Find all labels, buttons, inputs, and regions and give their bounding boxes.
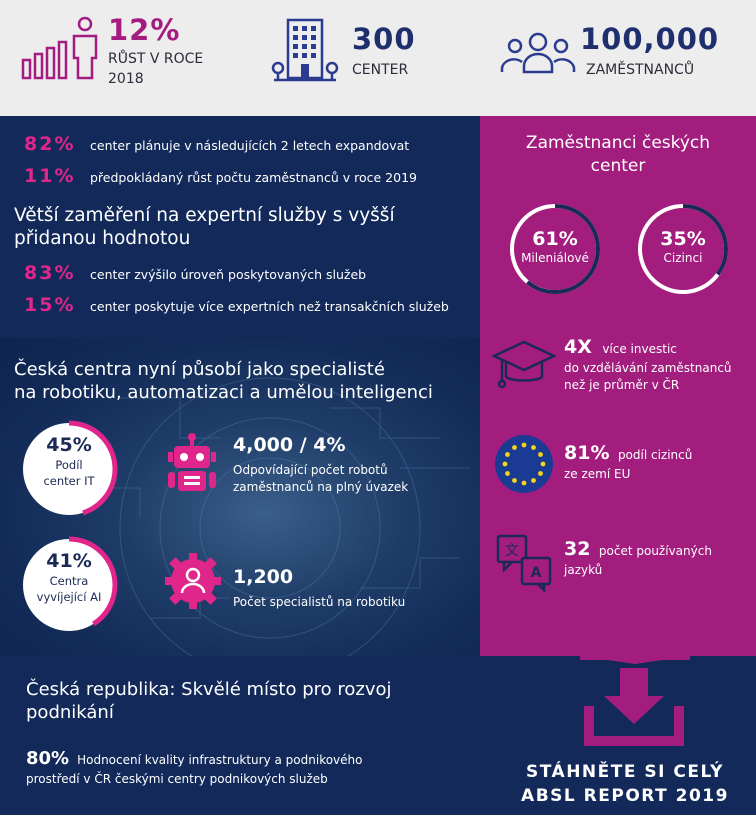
expert-title: Větší zaměření na expertní služby s vyšš… <box>14 205 395 249</box>
growth-label: RŮST V ROCE <box>108 51 204 67</box>
ring-progress-arc <box>638 204 728 294</box>
eu-star <box>538 452 543 457</box>
specialists-stat: 1,200 Počet specialistů na robotiku <box>233 566 406 609</box>
svg-text:文: 文 <box>505 543 519 559</box>
it-centers-ring-label: 45% Podíl center IT <box>43 434 95 488</box>
millennials-ring-label: 61% Mileniálové <box>521 228 589 265</box>
eu-star <box>505 471 510 476</box>
list-item: 83% center zvýšilo úroveň poskytovaných … <box>24 262 366 284</box>
panel-notch <box>480 656 756 676</box>
ai-centers-ring-label: 41% Centra vyvíjející AI <box>36 550 102 604</box>
eu-flag-icon <box>495 435 553 493</box>
expert-pct-2: 15% <box>24 294 76 316</box>
investment-stat: 4X více investic do vzdělávání zaměstnan… <box>564 336 732 392</box>
svg-text:A: A <box>531 565 542 581</box>
robots-stat: 4,000 / 4% Odpovídající počet robotů zam… <box>233 434 409 494</box>
circuit-background-icon <box>100 377 470 656</box>
expansion-pct-1: 82% <box>24 133 76 155</box>
eu-star <box>512 478 517 483</box>
eu-star <box>538 471 543 476</box>
translation-icon: 文 A <box>496 534 552 592</box>
eu-star <box>512 445 517 450</box>
foreigners-ring <box>638 204 728 294</box>
business-section: Česká republika: Skvělé místo pro rozvoj… <box>0 656 756 815</box>
list-item: 15% center poskytuje více expertních než… <box>24 294 449 316</box>
expansion-section: 82% center plánuje v následujících 2 let… <box>0 116 480 338</box>
office-building-icon <box>271 18 339 82</box>
employees-panel: Zaměstnanci českých center 61% Mileniálo… <box>480 116 756 656</box>
expansion-text-2: předpokládaný růst počtu zaměstnanců v r… <box>90 170 417 185</box>
employees-label: ZAMĚSTNANCŮ <box>586 62 695 78</box>
robotics-title: Česká centra nyní působí jako specialist… <box>14 359 433 403</box>
ring-progress-arc <box>20 536 118 634</box>
ai-centers-ring <box>20 536 118 634</box>
list-item: 82% center plánuje v následujících 2 let… <box>24 133 409 155</box>
specialist-gear-icon <box>165 553 221 609</box>
centers-label: CENTER <box>352 62 409 78</box>
eu-star <box>540 461 546 467</box>
top-stats-bar: 12% RŮST V ROCE 2018 300 CENTER <box>0 0 756 116</box>
graduation-cap-icon <box>492 340 556 389</box>
eu-star <box>521 442 527 448</box>
business-title: Česká republika: Skvělé místo pro rozvoj… <box>26 679 392 723</box>
foreigners-ring-label: 35% Cizinci <box>660 228 706 265</box>
list-item: 11% předpokládaný růst počtu zaměstnanců… <box>24 165 417 187</box>
expert-text-1: center zvýšilo úroveň poskytovaných služ… <box>90 267 367 282</box>
expansion-pct-2: 11% <box>24 165 76 187</box>
employees-panel-title: Zaměstnanci českých center <box>525 133 711 176</box>
download-icon[interactable] <box>580 656 690 750</box>
millennials-ring <box>510 204 600 294</box>
expansion-text-1: center plánuje v následujících 2 letech … <box>90 138 410 153</box>
eu-foreigners-stat: 81% podíl cizinců ze zemí EU <box>564 442 693 481</box>
growth-person-icon <box>21 16 98 80</box>
robotics-section: Česká centra nyní působí jako specialist… <box>0 338 480 656</box>
expert-pct-1: 83% <box>24 262 76 284</box>
growth-year: 2018 <box>108 71 144 87</box>
eu-star <box>521 480 527 486</box>
ring-progress-arc <box>510 204 600 294</box>
expert-text-2: center poskytuje více expertních než tra… <box>90 299 449 314</box>
people-group-icon <box>500 32 576 74</box>
eu-star <box>505 452 510 457</box>
it-centers-ring <box>20 420 118 518</box>
business-pct: 80% <box>26 748 70 769</box>
robot-icon <box>168 433 216 491</box>
eu-star <box>531 445 536 450</box>
ring-progress-arc <box>20 420 118 518</box>
centers-value: 300 <box>352 22 416 56</box>
eu-star <box>531 478 536 483</box>
eu-star <box>502 461 508 467</box>
employees-value: 100,000 <box>580 22 720 56</box>
download-report-button[interactable]: STÁHNĚTE SI CELÝ ABSL REPORT 2019 <box>521 762 729 806</box>
languages-stat: 32 počet používaných jazyků <box>564 538 712 577</box>
business-stat: 80% Hodnocení kvality infrastruktury a p… <box>26 748 363 786</box>
growth-value: 12% <box>108 13 181 47</box>
